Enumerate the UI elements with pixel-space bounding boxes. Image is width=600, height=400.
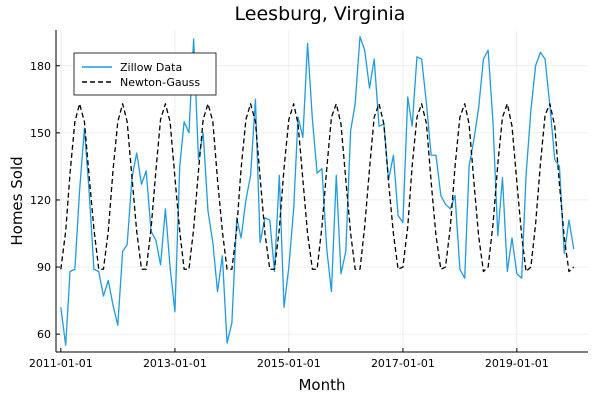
chart-title: Leesburg, Virginia [235,3,406,25]
y-tick-label: 180 [30,60,51,73]
y-axis-label: Homes Sold [8,156,26,245]
plot-frame [55,30,588,353]
x-tick-label: 2017-01-01 [371,357,435,370]
x-tick-label: 2011-01-01 [29,357,93,370]
legend-label: Zillow Data [120,61,182,74]
x-axis-label: Month [298,376,345,394]
legend: Zillow Data Newton-Gauss [73,52,217,96]
legend-label: Newton-Gauss [120,76,200,89]
x-tick-label: 2013-01-01 [143,357,207,370]
series-line-zillow-data [60,36,575,346]
y-tick-label: 90 [37,261,51,274]
y-tick-label: 120 [30,194,51,207]
y-tick-label: 150 [30,127,51,140]
series-line-newton-gauss [60,103,575,273]
ticks: 60 90 120 150 180 2011-01-01 2013-01-01 2015-01… [29,60,549,370]
x-tick-label: 2015-01-01 [257,357,321,370]
series-layer [60,36,575,346]
x-tick-label: 2019-01-01 [485,357,549,370]
legend-box [73,52,217,96]
y-tick-label: 60 [37,328,51,341]
